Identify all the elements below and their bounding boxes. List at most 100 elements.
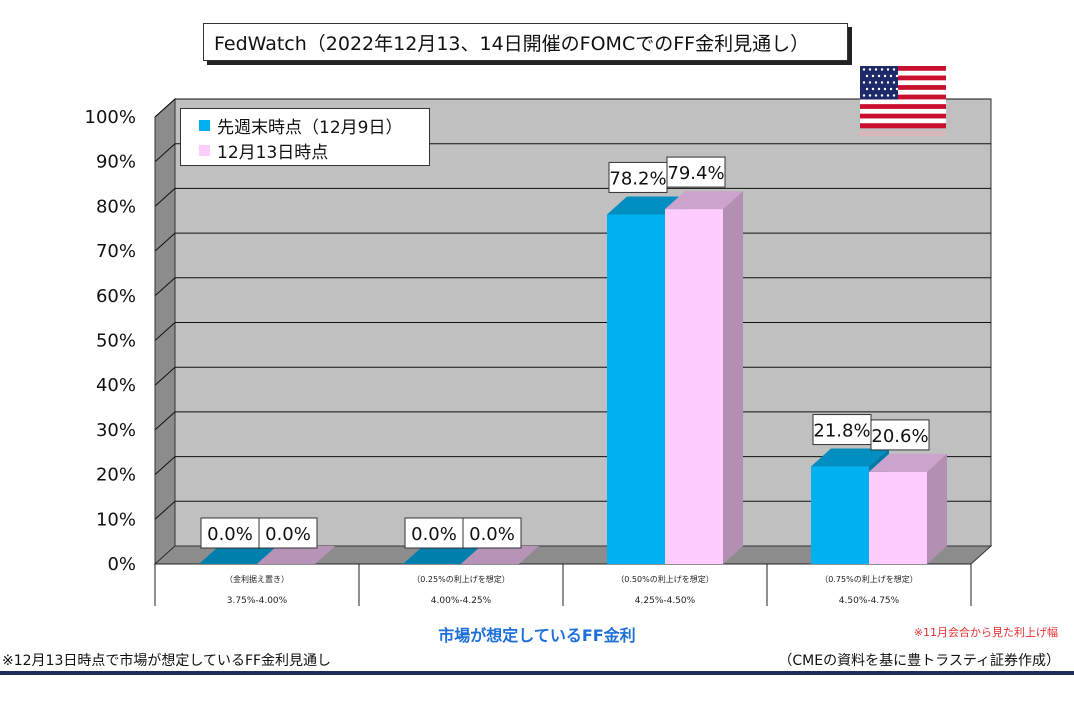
x-category-range-label: 4.50%-4.75% <box>839 596 900 606</box>
flag-stripe <box>860 70 946 76</box>
y-tick-label: 10% <box>96 509 136 530</box>
flag-star <box>874 94 878 97</box>
bar-front <box>869 471 927 564</box>
flag-star <box>883 74 887 78</box>
bar-top <box>461 546 539 564</box>
flag-star <box>883 87 887 91</box>
bar-front <box>607 214 665 565</box>
gridline-side <box>154 232 176 252</box>
flag-star <box>886 81 890 84</box>
flag-reflection <box>860 131 946 136</box>
bar-top <box>665 191 743 210</box>
y-tick-label: 90% <box>96 152 136 173</box>
legend-label-series-2: 12月13日時点 <box>217 143 329 163</box>
y-tick-label: 60% <box>96 286 136 307</box>
bar-2-category-3: 79.4% <box>665 156 743 564</box>
flag-star <box>862 81 866 84</box>
source-note: （CMEの資料を基に豊トラスティ証券作成） <box>778 653 1060 669</box>
data-label-box <box>404 517 464 549</box>
bar-1-category-1: 0.0% <box>199 517 277 564</box>
flag-star <box>865 74 869 78</box>
data-label-box <box>608 161 668 193</box>
x-category-sublabel: （0.25%の利上げを想定） <box>412 574 509 584</box>
flag-stripe <box>860 85 946 91</box>
data-label-box <box>200 517 260 549</box>
flag-star <box>871 87 875 91</box>
y-tick-label: 0% <box>107 554 136 575</box>
data-label: 0.0% <box>411 524 457 545</box>
gridline-side <box>154 277 176 297</box>
data-label: 78.2% <box>609 168 666 189</box>
bottom-divider <box>0 671 1074 675</box>
flag-stripe <box>860 118 946 124</box>
bar-top <box>869 453 947 472</box>
bar-front <box>665 209 723 564</box>
legend-item-series-1: 先週末時点（12月9日） <box>199 113 429 138</box>
flag-star <box>889 74 893 78</box>
flag-star <box>895 74 899 78</box>
flag-star <box>892 81 896 84</box>
flag-star <box>874 81 878 84</box>
flag-star <box>880 94 884 97</box>
flag-star <box>868 81 872 84</box>
legend: 先週末時点（12月9日） 12月13日時点 <box>180 108 430 166</box>
gridline-side <box>154 143 176 163</box>
bar-2-category-4: 20.6% <box>869 419 947 564</box>
data-label: 0.0% <box>469 524 515 545</box>
data-label-box <box>666 156 726 188</box>
x-category-sublabel: （0.50%の利上げを想定） <box>616 574 713 584</box>
rate-hike-note: ※11月会合から見た利上げ幅 <box>913 626 1058 639</box>
data-label: 79.4% <box>667 163 724 184</box>
bar-side <box>723 191 743 564</box>
y-tick-label: 40% <box>96 375 136 396</box>
flag-star <box>895 87 899 91</box>
flag-stripe <box>860 104 946 110</box>
flag-star <box>865 87 869 91</box>
flag-stripe <box>860 80 946 86</box>
y-tick-label: 20% <box>96 465 136 486</box>
gridline-side <box>154 366 176 386</box>
flag-star <box>892 68 896 71</box>
x-category-sublabel: （金利据え置き） <box>225 574 289 584</box>
bar-side <box>927 453 947 564</box>
x-axis-title: 市場が想定しているFF金利 <box>438 626 636 645</box>
us-flag-icon <box>860 66 946 136</box>
flag-star <box>862 68 866 71</box>
flag-star <box>889 87 893 91</box>
data-label: 20.6% <box>871 426 928 447</box>
flag-star <box>880 81 884 84</box>
bar-1-category-2: 0.0% <box>403 517 481 564</box>
bar-top <box>811 448 889 467</box>
flag-stripe <box>860 113 946 119</box>
flag-stripe <box>860 89 946 95</box>
gridline-side <box>154 411 176 431</box>
data-label: 0.0% <box>207 524 253 545</box>
flag-star <box>862 94 866 97</box>
flag-stripe <box>860 99 946 105</box>
footnote-left: ※12月13日時点で市場が想定しているFF金利見通し <box>2 653 332 669</box>
flag-star <box>886 94 890 97</box>
x-category-range-label: 4.00%-4.25% <box>431 596 492 606</box>
legend-label-series-1: 先週末時点（12月9日） <box>217 118 403 138</box>
y-tick-label: 100% <box>85 107 136 128</box>
gridline-side <box>154 456 176 475</box>
data-label: 21.8% <box>813 421 870 442</box>
data-label-box <box>258 517 318 549</box>
flag-star <box>877 74 881 78</box>
gridline-side <box>154 98 176 118</box>
bar-top <box>257 546 335 564</box>
data-label-box <box>870 419 930 451</box>
gridline-side <box>154 322 176 341</box>
data-label-box <box>812 414 872 446</box>
bar-front <box>811 466 869 564</box>
legend-swatch-series-1 <box>199 120 210 131</box>
flag-star <box>868 94 872 97</box>
chart-title: FedWatch（2022年12月13、14日開催のFOMCでのFF金利見通し） <box>203 23 848 61</box>
legend-swatch-series-2 <box>199 145 210 156</box>
flag-stripe <box>860 108 946 114</box>
flag-star <box>871 74 875 78</box>
flag-star <box>880 68 884 71</box>
y-tick-label: 70% <box>96 241 136 262</box>
flag-stripe <box>860 66 946 72</box>
